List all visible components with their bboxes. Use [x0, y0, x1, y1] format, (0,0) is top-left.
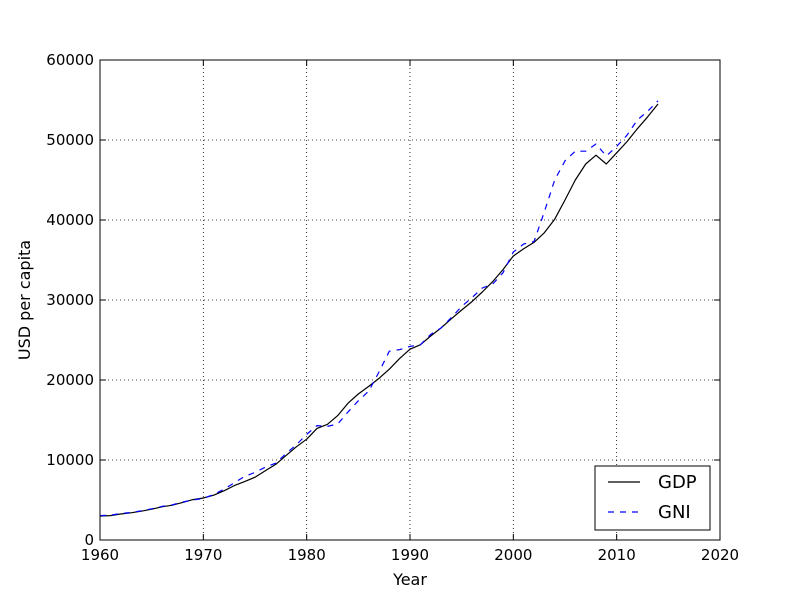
y-tick-label: 30000	[46, 291, 94, 309]
y-tick-label: 40000	[46, 211, 94, 229]
y-tick-label: 20000	[46, 371, 94, 389]
y-tick-label: 50000	[46, 131, 94, 149]
axis-ticks: 1960 1970 1980 1990 2000 2010 2020 0 10000 20000 3…	[46, 51, 739, 564]
series-lines	[99, 100, 659, 517]
x-axis-title: Year	[392, 570, 427, 589]
y-tick-label: 0	[84, 531, 94, 549]
legend-box	[594, 465, 711, 531]
y-axis-title: USD per capita	[15, 240, 34, 360]
x-tick-label: 1990	[391, 546, 429, 564]
x-tick-label: 1980	[288, 546, 326, 564]
x-tick-label: 2020	[701, 546, 739, 564]
legend-gni-label: GNI	[658, 502, 691, 523]
x-tick-label: 2010	[598, 546, 636, 564]
y-tick-label: 10000	[46, 451, 94, 469]
x-tick-label: 2000	[494, 546, 532, 564]
series-line-gni	[99, 100, 659, 517]
legend: GDP GNI	[594, 465, 711, 531]
legend-gdp-label: GDP	[658, 472, 697, 493]
x-tick-label: 1960	[81, 546, 119, 564]
series-line-gdp	[99, 103, 659, 517]
y-tick-label: 60000	[46, 51, 94, 69]
x-tick-label: 1970	[184, 546, 222, 564]
